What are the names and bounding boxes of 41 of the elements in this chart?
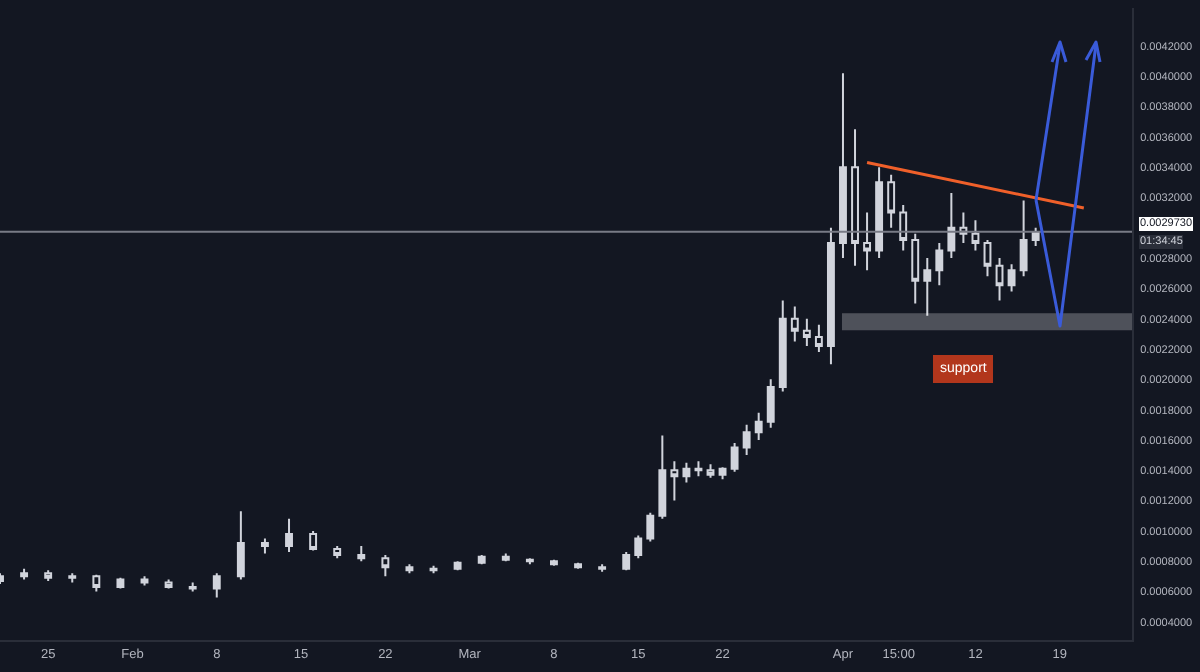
candlestick [730,441,739,473]
candlestick [814,323,823,354]
candlestick [995,257,1004,302]
candlestick [116,576,125,590]
candlestick [947,191,956,260]
candlestick [1019,199,1028,278]
candlestick [1007,263,1016,293]
candlestick [140,575,149,587]
candlestick [694,460,703,478]
candlestick [839,72,847,260]
candlestick [790,305,799,343]
candlestick [212,572,221,599]
candlestick [971,219,980,252]
candlestick [44,569,53,582]
candlestick [164,578,173,590]
candlestick [875,166,884,260]
candlestick [236,510,245,581]
candlestick [260,537,269,555]
candlestick [742,423,751,457]
candlestick [802,317,811,347]
candlestick [778,299,787,393]
candlestick [188,581,197,593]
candlestick [682,461,691,484]
candlestick [92,573,101,593]
candlestick [285,517,293,554]
candlestick [1031,226,1040,247]
candlestick [68,572,77,584]
candlestick [983,238,992,278]
candlestick [863,211,872,272]
candlestick [923,257,932,317]
candlestick [851,128,859,267]
candlestick [826,226,835,366]
candlestick [706,463,715,479]
candlestick [754,411,763,441]
candlestick [911,232,920,305]
candlestick [20,567,29,581]
candlestick [887,173,896,229]
candlestick [766,378,775,429]
candlestick [935,241,944,287]
candlestick [899,204,908,252]
candlestick [718,466,727,481]
